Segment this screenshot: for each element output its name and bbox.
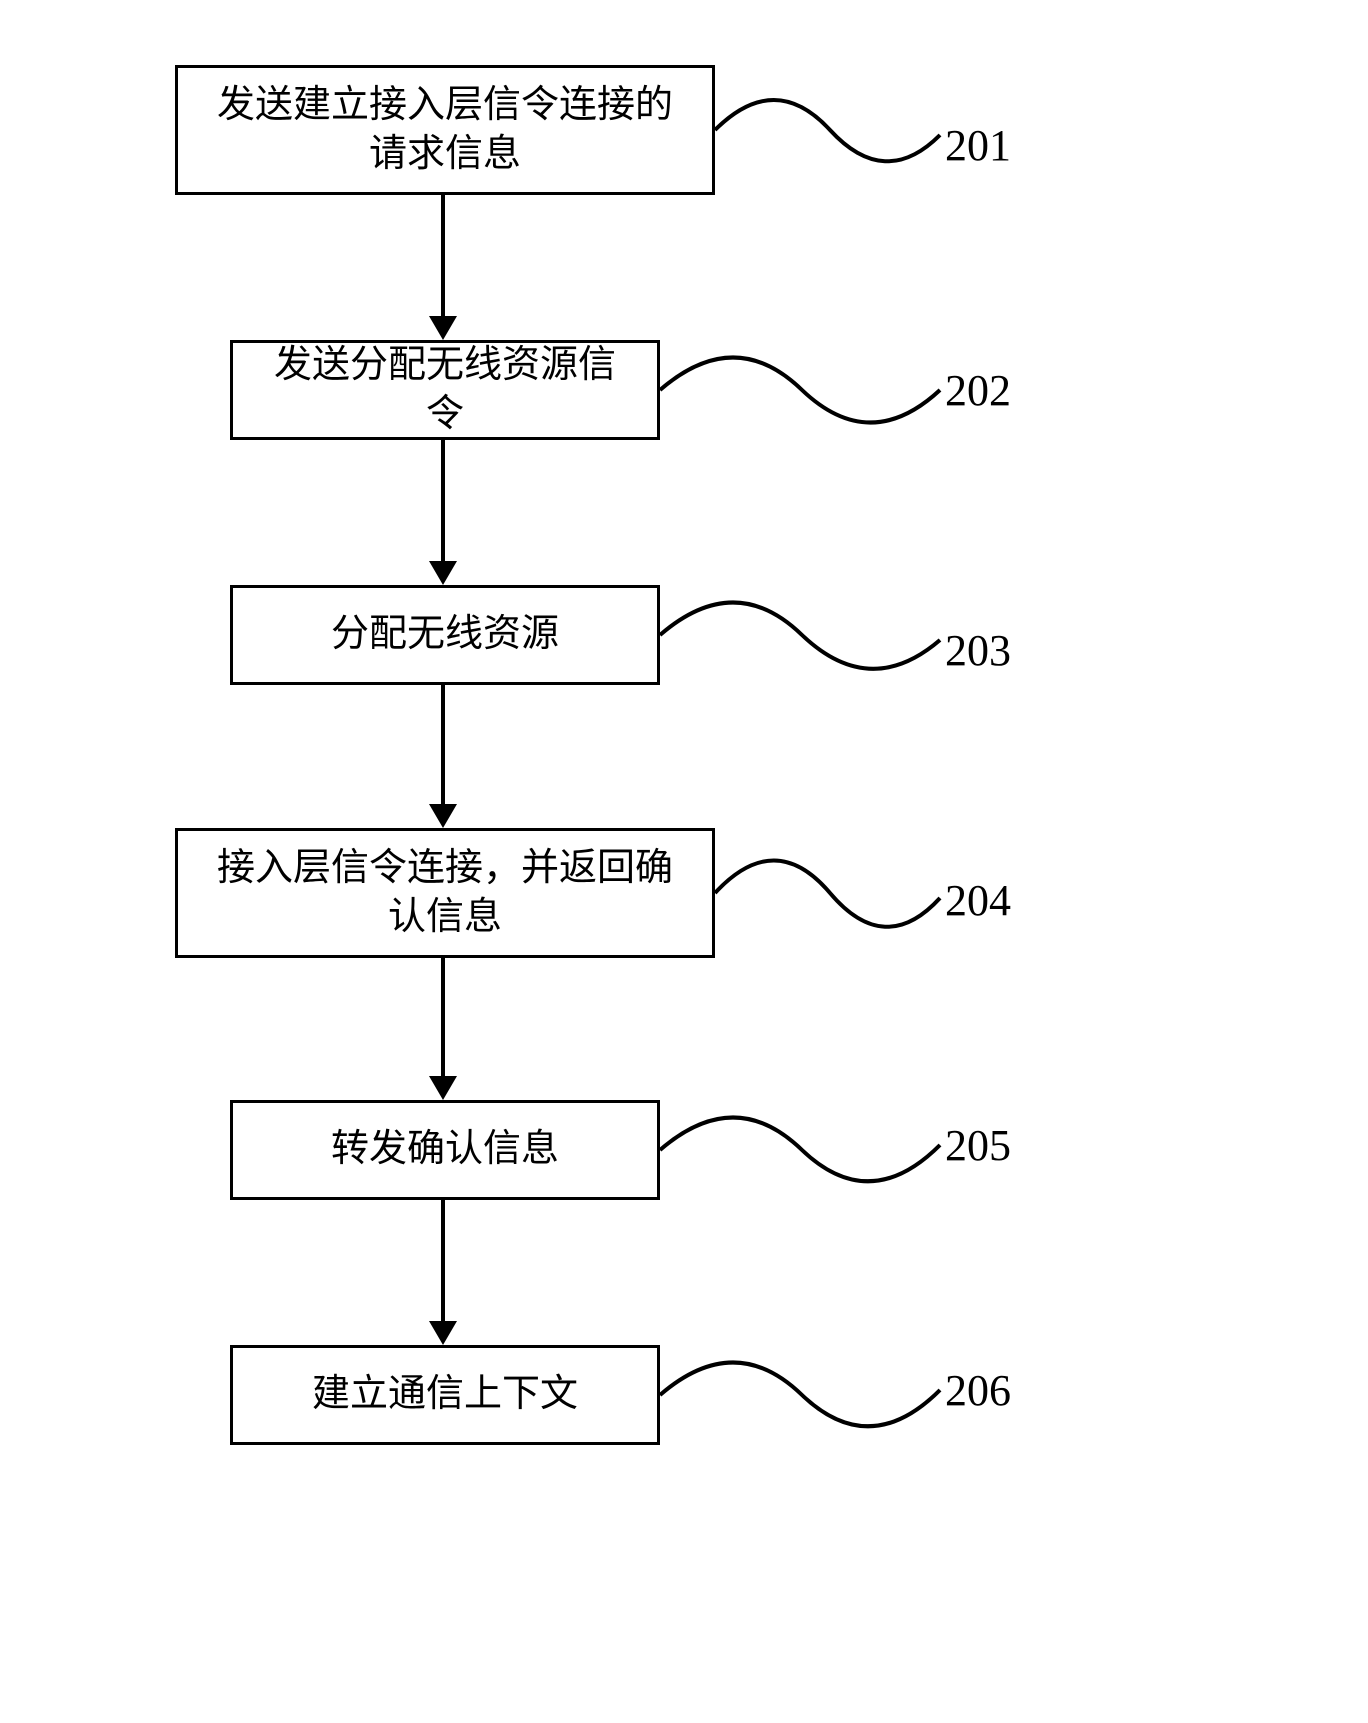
step-1-number: 201 bbox=[945, 120, 1011, 171]
step-2-text: 发送分配无线资源信令 bbox=[257, 341, 633, 440]
connector-5 bbox=[660, 1100, 945, 1200]
arrow-5-6 bbox=[441, 1200, 445, 1321]
connector-4 bbox=[715, 843, 945, 943]
arrow-1-2 bbox=[441, 195, 445, 316]
arrow-head-2-3 bbox=[429, 561, 457, 585]
step-3-text: 分配无线资源 bbox=[331, 610, 559, 659]
flowchart-step-6: 建立通信上下文 bbox=[230, 1345, 660, 1445]
arrow-head-5-6 bbox=[429, 1321, 457, 1345]
connector-1 bbox=[715, 85, 945, 185]
step-6-text: 建立通信上下文 bbox=[312, 1370, 578, 1419]
arrow-2-3 bbox=[441, 440, 445, 561]
arrow-head-1-2 bbox=[429, 316, 457, 340]
flowchart-step-4: 接入层信令连接，并返回确认信息 bbox=[175, 828, 715, 958]
flowchart-step-2: 发送分配无线资源信令 bbox=[230, 340, 660, 440]
flowchart-step-1: 发送建立接入层信令连接的请求信息 bbox=[175, 65, 715, 195]
arrow-head-3-4 bbox=[429, 804, 457, 828]
step-3-number: 203 bbox=[945, 625, 1011, 676]
arrow-head-4-5 bbox=[429, 1076, 457, 1100]
connector-3 bbox=[660, 585, 945, 685]
connector-6 bbox=[660, 1345, 945, 1445]
step-4-text: 接入层信令连接，并返回确认信息 bbox=[202, 844, 688, 943]
arrow-4-5 bbox=[441, 958, 445, 1076]
step-6-number: 206 bbox=[945, 1365, 1011, 1416]
step-1-text: 发送建立接入层信令连接的请求信息 bbox=[202, 81, 688, 180]
step-5-text: 转发确认信息 bbox=[331, 1125, 559, 1174]
step-4-number: 204 bbox=[945, 875, 1011, 926]
step-5-number: 205 bbox=[945, 1120, 1011, 1171]
arrow-3-4 bbox=[441, 685, 445, 804]
flowchart-step-3: 分配无线资源 bbox=[230, 585, 660, 685]
connector-2 bbox=[660, 340, 945, 440]
step-2-number: 202 bbox=[945, 365, 1011, 416]
flowchart-step-5: 转发确认信息 bbox=[230, 1100, 660, 1200]
